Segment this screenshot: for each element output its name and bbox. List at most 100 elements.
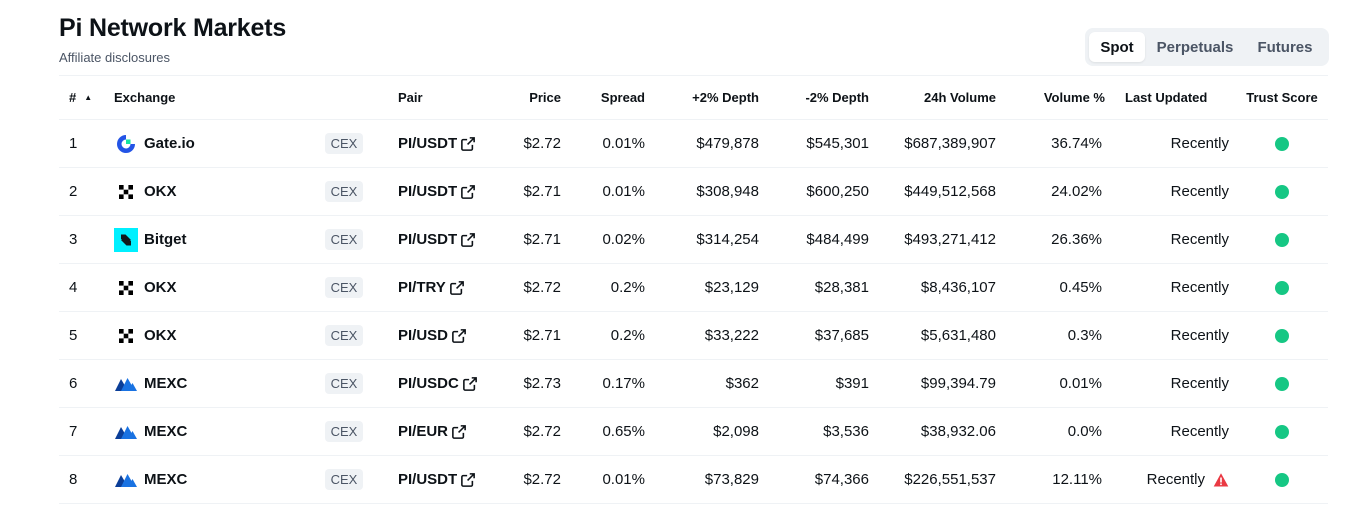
table-row: 8 MEXC CEX PI/USDT $2.72 0.01% $73,829 $… bbox=[59, 456, 1328, 504]
volume-cell: $8,436,107 bbox=[920, 279, 996, 296]
table-row: 5 OKX CEX PI/USD $2.71 0.2% $33,222 $37,… bbox=[59, 312, 1328, 360]
depth-minus-cell: $484,499 bbox=[806, 231, 869, 248]
external-link-icon[interactable] bbox=[449, 280, 464, 295]
type-cell: CEX bbox=[324, 408, 364, 455]
pair-link[interactable]: PI/USDT bbox=[398, 471, 458, 488]
volume-pct-cell: 24.02% bbox=[1051, 183, 1102, 200]
header-depth-minus[interactable]: -2% Depth bbox=[805, 90, 869, 105]
exchange-cell[interactable]: OKX bbox=[114, 264, 314, 311]
trust-score-dot-icon bbox=[1275, 472, 1289, 487]
volume-pct-cell: 0.01% bbox=[1059, 375, 1102, 392]
exchange-name: OKX bbox=[144, 183, 177, 200]
trust-score-cell bbox=[1239, 408, 1325, 455]
depth-minus-cell: $28,381 bbox=[814, 279, 869, 296]
affiliate-disclosures-link[interactable]: Affiliate disclosures bbox=[59, 50, 171, 65]
cex-badge: CEX bbox=[324, 469, 364, 490]
external-link-icon[interactable] bbox=[452, 328, 466, 343]
trust-score-cell bbox=[1239, 120, 1325, 167]
warning-icon[interactable] bbox=[1213, 472, 1229, 488]
external-link-icon[interactable] bbox=[461, 472, 476, 487]
price-cell: $2.71 bbox=[523, 327, 561, 344]
volume-cell: $38,932.06 bbox=[920, 423, 996, 440]
pair-cell[interactable]: PI/USDT bbox=[398, 120, 508, 167]
external-link-icon[interactable] bbox=[461, 136, 476, 151]
rank-cell: 4 bbox=[69, 279, 78, 296]
last-updated-text: Recently bbox=[1170, 231, 1229, 248]
header-rank[interactable]: # ▲ bbox=[69, 76, 109, 119]
header-price[interactable]: Price bbox=[529, 90, 561, 105]
tab-spot[interactable]: Spot bbox=[1089, 32, 1145, 62]
exchange-cell[interactable]: MEXC bbox=[114, 456, 314, 503]
type-cell: CEX bbox=[324, 120, 364, 167]
pair-link[interactable]: PI/USDT bbox=[398, 231, 458, 248]
header-rank-label: # bbox=[69, 90, 77, 105]
pair-link[interactable]: PI/USDT bbox=[398, 135, 458, 152]
last-updated-cell: Recently bbox=[1109, 408, 1229, 455]
tab-perpetuals[interactable]: Perpetuals bbox=[1156, 38, 1234, 56]
cex-badge: CEX bbox=[324, 373, 364, 394]
rank-cell: 8 bbox=[69, 471, 78, 488]
pair-link[interactable]: PI/USDT bbox=[398, 183, 458, 200]
header-spread[interactable]: Spread bbox=[600, 90, 645, 105]
pair-link[interactable]: PI/EUR bbox=[398, 423, 449, 440]
exchange-name: MEXC bbox=[144, 423, 188, 440]
trust-score-cell bbox=[1239, 216, 1325, 263]
external-link-icon[interactable] bbox=[452, 424, 466, 439]
exchange-name: OKX bbox=[144, 279, 177, 296]
exchange-cell[interactable]: Bitget bbox=[114, 216, 314, 263]
rank-cell: 7 bbox=[69, 423, 78, 440]
header-volume-pct[interactable]: Volume % bbox=[1043, 90, 1105, 105]
external-link-icon[interactable] bbox=[461, 184, 476, 199]
trust-score-cell bbox=[1239, 264, 1325, 311]
pair-cell[interactable]: PI/USDT bbox=[398, 456, 508, 503]
spread-cell: 0.01% bbox=[602, 135, 645, 152]
type-cell: CEX bbox=[324, 216, 364, 263]
cex-badge: CEX bbox=[324, 229, 364, 250]
trust-score-dot-icon bbox=[1275, 328, 1289, 343]
external-link-icon[interactable] bbox=[462, 376, 477, 391]
sort-ascending-icon: ▲ bbox=[84, 93, 93, 102]
pair-link[interactable]: PI/TRY bbox=[398, 279, 446, 296]
exchange-cell[interactable]: Gate.io bbox=[114, 120, 314, 167]
volume-pct-cell: 0.0% bbox=[1067, 423, 1102, 440]
depth-minus-cell: $391 bbox=[835, 375, 869, 392]
pair-link[interactable]: PI/USD bbox=[398, 327, 449, 344]
pair-cell[interactable]: PI/EUR bbox=[398, 408, 508, 455]
pair-cell[interactable]: PI/USDT bbox=[398, 168, 508, 215]
exchange-name: Bitget bbox=[144, 231, 187, 248]
pair-cell[interactable]: PI/TRY bbox=[398, 264, 508, 311]
spread-cell: 0.65% bbox=[602, 423, 645, 440]
mexc-logo-icon bbox=[114, 468, 138, 492]
pair-cell[interactable]: PI/USDT bbox=[398, 216, 508, 263]
spread-cell: 0.01% bbox=[602, 471, 645, 488]
last-updated-text: Recently bbox=[1170, 135, 1229, 152]
price-cell: $2.73 bbox=[523, 375, 561, 392]
last-updated-text: Recently bbox=[1170, 375, 1229, 392]
mexc-logo-icon bbox=[114, 372, 138, 396]
header-last-updated: Last Updated bbox=[1125, 90, 1208, 105]
pair-link[interactable]: PI/USDC bbox=[398, 375, 459, 392]
depth-plus-cell: $73,829 bbox=[704, 471, 759, 488]
header-volume[interactable]: 24h Volume bbox=[923, 90, 996, 105]
pair-cell[interactable]: PI/USDC bbox=[398, 360, 508, 407]
header-depth-plus[interactable]: +2% Depth bbox=[692, 90, 759, 105]
depth-plus-cell: $479,878 bbox=[696, 135, 759, 152]
external-link-icon[interactable] bbox=[461, 232, 476, 247]
exchange-cell[interactable]: MEXC bbox=[114, 360, 314, 407]
pair-cell[interactable]: PI/USD bbox=[398, 312, 508, 359]
last-updated-cell: Recently bbox=[1109, 360, 1229, 407]
tab-futures[interactable]: Futures bbox=[1257, 38, 1313, 56]
price-cell: $2.71 bbox=[523, 183, 561, 200]
market-type-tabs: Spot Perpetuals Futures bbox=[1085, 28, 1329, 66]
exchange-cell[interactable]: OKX bbox=[114, 168, 314, 215]
type-cell: CEX bbox=[324, 456, 364, 503]
trust-score-cell bbox=[1239, 456, 1325, 503]
last-updated-cell: Recently bbox=[1109, 456, 1229, 503]
cex-badge: CEX bbox=[324, 181, 364, 202]
header-pair: Pair bbox=[398, 90, 423, 105]
exchange-cell[interactable]: MEXC bbox=[114, 408, 314, 455]
header-trust-score[interactable]: Trust Score bbox=[1246, 90, 1318, 105]
bitget-logo-icon bbox=[114, 227, 138, 252]
exchange-cell[interactable]: OKX bbox=[114, 312, 314, 359]
depth-plus-cell: $362 bbox=[725, 375, 759, 392]
